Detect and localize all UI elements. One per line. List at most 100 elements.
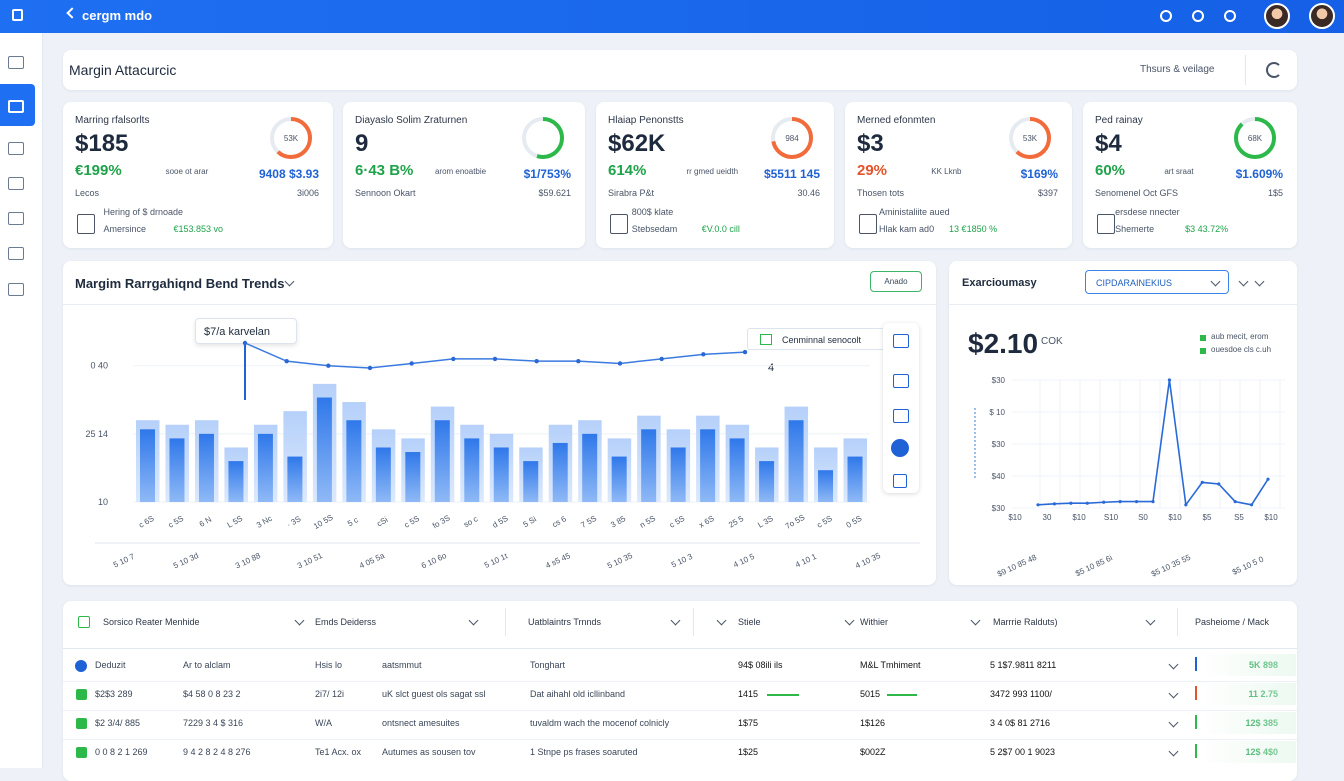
note-icon <box>610 214 628 234</box>
kpi-sub: Thosen tots <box>857 188 905 198</box>
row-tick <box>1195 657 1197 671</box>
toolbar-label[interactable]: Thsurs & veilage <box>1140 64 1215 75</box>
cell: 7229 3 4 $ 316 <box>183 718 244 728</box>
kpi-note-value: $3 43.72% <box>1185 224 1229 234</box>
kpi-change: 6·43 B% <box>355 162 414 179</box>
cell: ontsnect amesuites <box>382 718 460 728</box>
sparkline <box>767 694 799 696</box>
divider <box>63 648 1297 649</box>
kpi-sub-right: $59.621 <box>538 188 571 198</box>
cell: 1$25 <box>738 747 759 757</box>
tool-icon[interactable] <box>891 439 909 457</box>
avatar[interactable] <box>1309 3 1335 29</box>
sidebar-icon[interactable] <box>8 56 24 69</box>
divider <box>949 304 1297 305</box>
kpi-label: Merned efonmten <box>857 115 936 126</box>
legend-label: aub mecit, erom <box>1211 332 1269 341</box>
column-header[interactable]: Emds Deiderss <box>315 617 377 627</box>
header-icon[interactable] <box>1160 10 1172 22</box>
kpi-label: Hlaiap Penonstts <box>608 115 684 126</box>
column-header[interactable]: Pasheiome / Mack <box>1195 617 1270 627</box>
kpi-change: 614% <box>608 162 647 179</box>
kpi-note: Hering of $ drnoade <box>103 207 184 217</box>
column-header[interactable]: Stiele <box>738 617 761 627</box>
col-divider <box>505 608 506 636</box>
tool-icon[interactable] <box>893 409 909 423</box>
sidebar-icon[interactable] <box>8 283 24 296</box>
sparkline <box>887 694 917 696</box>
kpi-note-value: €153.853 vo <box>173 224 224 234</box>
column-header[interactable]: Sorsico Reater Menhide <box>103 617 200 627</box>
sidebar-icon[interactable] <box>8 100 24 113</box>
header-icon <box>78 616 90 628</box>
kpi-change-note: sooe ot arar <box>165 167 209 176</box>
column-header[interactable]: Uatblaintrs Trnnds <box>528 617 602 627</box>
legend-label: ouesdoe cls c.uh <box>1211 345 1272 354</box>
back-title[interactable]: cergm mdo <box>82 8 153 23</box>
kpi-value: $62K <box>608 130 666 157</box>
cell: $4 58 0 8 23 2 <box>183 689 241 699</box>
kpi-right: $5511 145 <box>763 167 820 181</box>
menu-icon[interactable] <box>12 9 23 21</box>
sidebar-active[interactable] <box>0 84 35 126</box>
header-icon[interactable] <box>1224 10 1236 22</box>
tool-icon[interactable] <box>893 374 909 388</box>
sidebar-icon[interactable] <box>8 212 24 225</box>
legend-swatch <box>1200 348 1206 354</box>
cell: 9 4 2 8 2 4 8 276 <box>183 747 251 757</box>
header-icon[interactable] <box>1192 10 1204 22</box>
kpi-right: $1.609% <box>1235 167 1283 181</box>
top-bar <box>0 0 1344 33</box>
kpi-value: $3 <box>857 130 884 157</box>
tool-icon[interactable] <box>893 334 909 348</box>
kpi-note: 800$ klate <box>631 207 674 217</box>
kpi-note-value: €V.0.0 cill <box>701 224 740 234</box>
divider <box>63 304 936 305</box>
side-value: $2.10 <box>968 328 1039 359</box>
column-header[interactable]: Withier <box>860 617 889 627</box>
cell: 1 Stnpe ps frases soaruted <box>530 747 638 757</box>
column-header[interactable]: Marrrie Ralduts) <box>993 617 1058 627</box>
kpi-note: Hlak kam ad0 <box>879 224 935 234</box>
row-tick <box>1195 744 1197 758</box>
badge[interactable]: Anado <box>870 271 922 292</box>
row-divider <box>63 681 1297 682</box>
kpi-note: ersdese nnecter <box>1115 207 1180 217</box>
cell: Te1 Acx. ox <box>315 747 362 757</box>
kpi-change-note: art sraat <box>1164 167 1194 176</box>
cell: Deduzit <box>95 660 126 670</box>
cell: 5 1$7.9811 8211 <box>990 660 1057 670</box>
float-toolbar <box>883 323 919 493</box>
kpi-sub: Sennoon Okart <box>355 188 416 198</box>
avatar[interactable] <box>1264 3 1290 29</box>
note-icon <box>859 214 877 234</box>
sidebar-icon[interactable] <box>8 247 24 260</box>
cell: W/A <box>315 718 332 728</box>
kpi-right: 9408 $3.93 <box>258 167 319 181</box>
kpi-change: 29% <box>857 162 888 179</box>
title-card <box>63 50 1297 90</box>
cell: $002Z <box>860 747 886 757</box>
select[interactable]: CIPDARAINEKIUS <box>1085 270 1229 294</box>
kpi-sub-right: 3i006 <box>296 188 319 198</box>
kpi-value: 9 <box>355 130 369 157</box>
row-icon <box>76 747 87 758</box>
sidebar-icon[interactable] <box>8 142 24 155</box>
cell: Dat aihahl old icllinband <box>530 689 626 699</box>
cell: uK slct guest ols sagat ssl <box>382 689 486 699</box>
cell: tuvaldm wach the mocenof colnicly <box>530 718 670 728</box>
trend-card <box>63 261 936 585</box>
cell: 0 0 8 2 1 269 <box>95 747 148 757</box>
sidebar-icon[interactable] <box>8 177 24 190</box>
col-divider <box>1177 608 1178 636</box>
kpi-note-value: 13 €1850 % <box>949 224 998 234</box>
kpi-value: $4 <box>1095 130 1122 157</box>
row-icon <box>76 689 87 700</box>
chart-title: Margim Rarrgahiqnd Bend Trends <box>75 276 285 291</box>
cell: 1415 <box>738 689 759 699</box>
cell: M&L Tmhiment <box>860 660 921 670</box>
refresh-icon[interactable] <box>1266 62 1282 78</box>
divider <box>1245 55 1246 85</box>
tool-icon[interactable] <box>893 474 907 488</box>
tooltip: $7/a karvelan <box>195 318 297 344</box>
